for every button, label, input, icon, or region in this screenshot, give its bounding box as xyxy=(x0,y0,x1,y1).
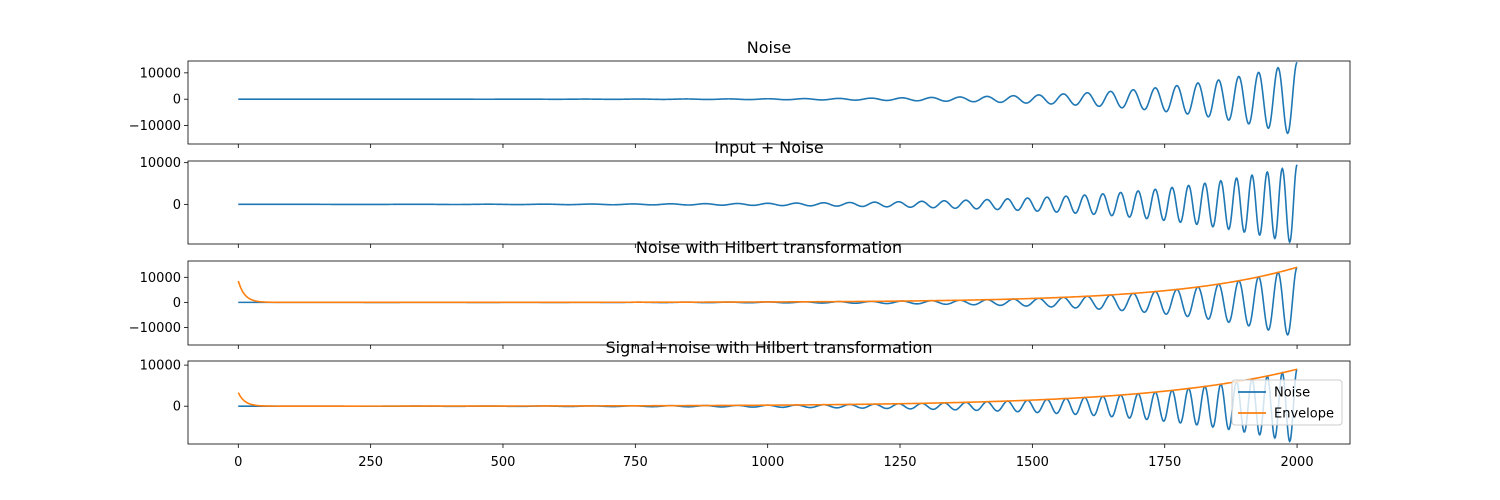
series-line-envelope xyxy=(237,266,1298,304)
legend-label: Envelope xyxy=(1274,407,1334,422)
subplot-3: Noise with Hilbert transformation 10000 0 −… xyxy=(129,238,1351,349)
x-tick-label: 1500 xyxy=(1016,455,1049,470)
y-tick-label: 0 xyxy=(173,296,181,311)
axes-frame xyxy=(187,260,1351,346)
axes-frame xyxy=(187,360,1351,445)
x-tick-label: 250 xyxy=(358,455,383,470)
x-tick-label: 2000 xyxy=(1281,455,1314,470)
x-tick-label: 0 xyxy=(234,455,242,470)
y-tick-label: 0 xyxy=(173,198,181,213)
axes-frame xyxy=(187,60,1351,145)
legend: Noise Envelope xyxy=(1231,379,1343,426)
y-tick-label: 10000 xyxy=(140,359,181,374)
x-tick-label: 1250 xyxy=(883,455,916,470)
axes-frame xyxy=(187,160,1351,245)
y-tick-label: 10000 xyxy=(140,156,181,171)
subplot-title: Input + Noise xyxy=(714,138,823,157)
subplot-title: Signal+noise with Hilbert transformation xyxy=(606,338,933,357)
y-tick-label: −10000 xyxy=(129,119,181,134)
series-line-noise xyxy=(238,61,1298,135)
y-tick-label: −10000 xyxy=(129,321,181,336)
y-tick-label: 0 xyxy=(173,400,181,415)
subplot-2: Input + Noise 10000 0 xyxy=(140,138,1351,248)
y-tick-label: 0 xyxy=(173,93,181,108)
subplot-4: Signal+noise with Hilbert transformation… xyxy=(140,338,1351,470)
series-line-noise xyxy=(238,164,1298,244)
legend-label: Noise xyxy=(1274,386,1310,401)
series-line-noise xyxy=(238,266,1298,336)
x-tick-label: 1000 xyxy=(751,455,784,470)
y-tick-label: 10000 xyxy=(140,271,181,286)
x-tick-label: 1750 xyxy=(1148,455,1181,470)
subplot-1: Noise 10000 0 −10000 xyxy=(129,38,1351,148)
subplot-title: Noise xyxy=(747,38,791,57)
subplot-title: Noise with Hilbert transformation xyxy=(636,238,902,257)
x-tick-label: 750 xyxy=(623,455,648,470)
y-tick-label: 10000 xyxy=(140,66,181,81)
x-tick-label: 500 xyxy=(491,455,516,470)
series-line-envelope xyxy=(237,368,1298,407)
